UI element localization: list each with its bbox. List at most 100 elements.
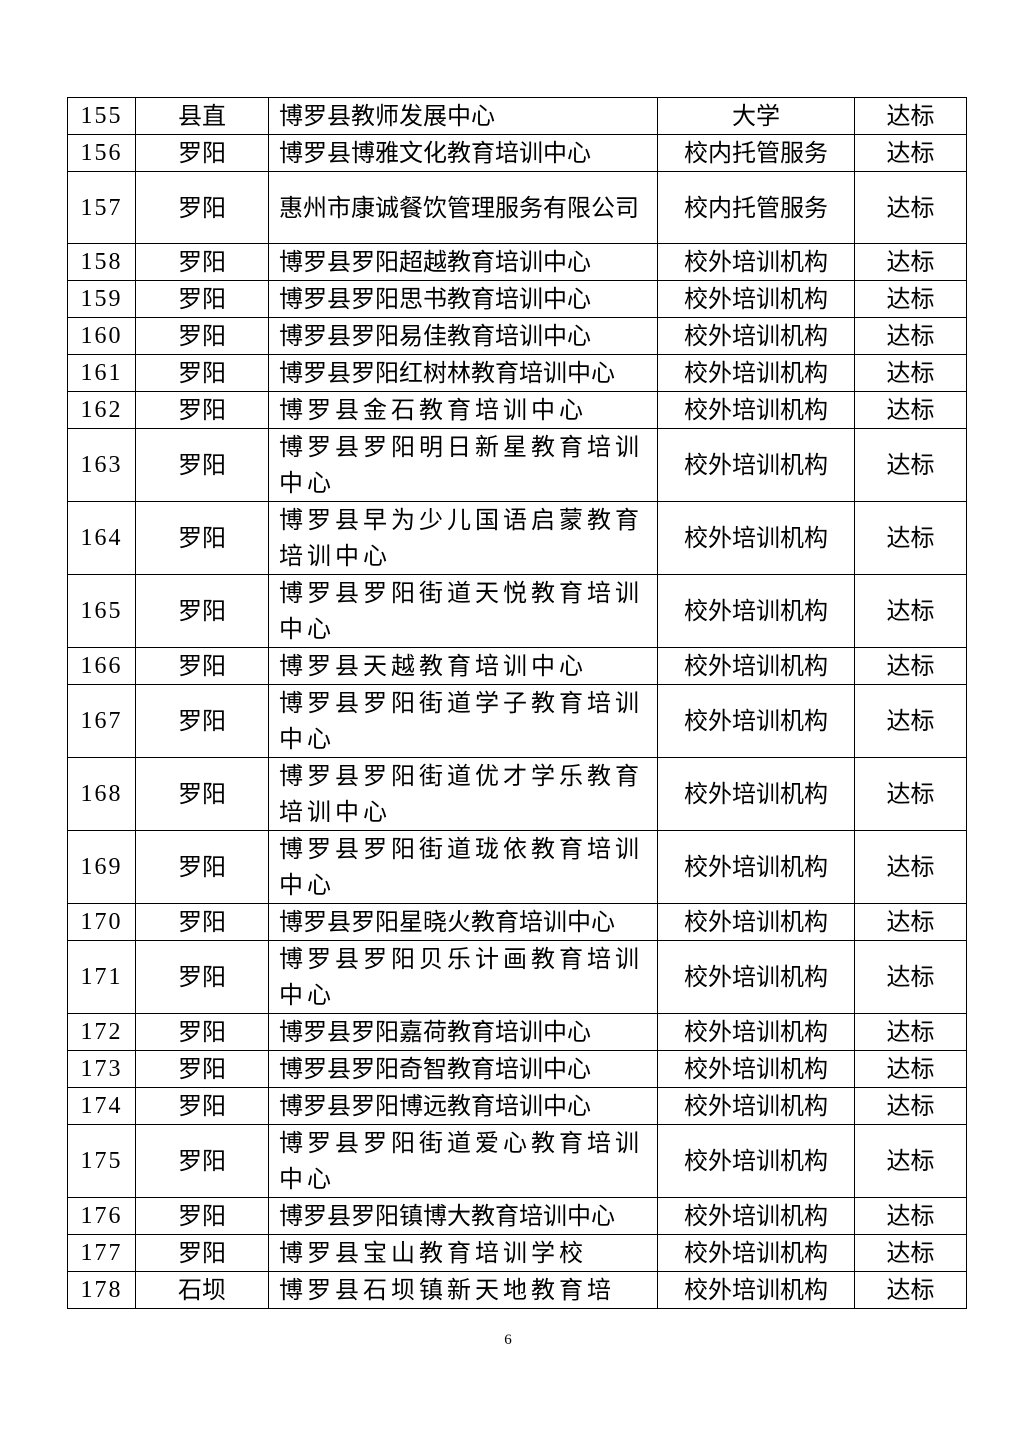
town-cell: 罗阳 [135,647,269,685]
institution-type: 校外培训机构 [657,501,855,575]
institution-type: 校外培训机构 [657,1234,855,1272]
institution-type: 校外培训机构 [657,391,855,429]
table-row: 175 罗阳 博罗县罗阳街道爱心教育培训中心 校外培训机构 达标 [67,1124,967,1198]
institution-name: 博罗县罗阳超越教育培训中心 [268,243,658,281]
institution-name: 博罗县罗阳易佳教育培训中心 [268,317,658,355]
institution-type: 校外培训机构 [657,354,855,392]
result-cell: 达标 [854,1013,967,1051]
result-cell: 达标 [854,830,967,904]
table-row: 169 罗阳 博罗县罗阳街道珑依教育培训中心 校外培训机构 达标 [67,830,967,904]
result-cell: 达标 [854,684,967,758]
institution-name: 博罗县罗阳思书教育培训中心 [268,280,658,318]
result-cell: 达标 [854,1050,967,1088]
institution-name: 博罗县罗阳街道天悦教育培训中心 [268,574,658,648]
result-cell: 达标 [854,903,967,941]
town-cell: 罗阳 [135,501,269,575]
town-cell: 罗阳 [135,1013,269,1051]
institution-table: 155 县直 博罗县教师发展中心 大学 达标 156 罗阳 博罗县博雅文化教育培训中心 校内托管… [67,97,967,1309]
institution-type: 校外培训机构 [657,574,855,648]
institution-type: 校外培训机构 [657,1087,855,1125]
institution-name: 博罗县宝山教育培训学校 [268,1234,658,1272]
institution-type: 校外培训机构 [657,940,855,1014]
institution-name: 博罗县罗阳贝乐计画教育培训中心 [268,940,658,1014]
table-row: 165 罗阳 博罗县罗阳街道天悦教育培训中心 校外培训机构 达标 [67,574,967,648]
institution-type: 校外培训机构 [657,1013,855,1051]
institution-name: 博罗县罗阳红树林教育培训中心 [268,354,658,392]
town-cell: 罗阳 [135,317,269,355]
table-row: 163 罗阳 博罗县罗阳明日新星教育培训中心 校外培训机构 达标 [67,428,967,502]
institution-name: 博罗县罗阳街道优才学乐教育培训中心 [268,757,658,831]
institution-name: 惠州市康诚餐饮管理服务有限公司 [268,171,658,244]
row-number: 178 [67,1271,136,1309]
town-cell: 石坝 [135,1271,269,1309]
row-number: 173 [67,1050,136,1088]
town-cell: 县直 [135,97,269,135]
institution-type: 校外培训机构 [657,1271,855,1309]
result-cell: 达标 [854,171,967,244]
institution-name: 博罗县石坝镇新天地教育培 [268,1271,658,1309]
town-cell: 罗阳 [135,903,269,941]
result-cell: 达标 [854,647,967,685]
result-cell: 达标 [854,428,967,502]
town-cell: 罗阳 [135,243,269,281]
row-number: 155 [67,97,136,135]
row-number: 171 [67,940,136,1014]
result-cell: 达标 [854,1234,967,1272]
town-cell: 罗阳 [135,574,269,648]
result-cell: 达标 [854,1197,967,1235]
institution-type: 校外培训机构 [657,280,855,318]
table-row: 161 罗阳 博罗县罗阳红树林教育培训中心 校外培训机构 达标 [67,354,967,392]
institution-type: 校外培训机构 [657,903,855,941]
town-cell: 罗阳 [135,428,269,502]
institution-name: 博罗县博雅文化教育培训中心 [268,134,658,172]
town-cell: 罗阳 [135,354,269,392]
result-cell: 达标 [854,1271,967,1309]
table-row: 167 罗阳 博罗县罗阳街道学子教育培训中心 校外培训机构 达标 [67,684,967,758]
result-cell: 达标 [854,501,967,575]
row-number: 167 [67,684,136,758]
result-cell: 达标 [854,1087,967,1125]
table-row: 156 罗阳 博罗县博雅文化教育培训中心 校内托管服务 达标 [67,134,967,172]
town-cell: 罗阳 [135,830,269,904]
town-cell: 罗阳 [135,171,269,244]
institution-type: 校外培训机构 [657,684,855,758]
row-number: 169 [67,830,136,904]
page-number: 6 [504,1332,512,1348]
row-number: 162 [67,391,136,429]
row-number: 174 [67,1087,136,1125]
result-cell: 达标 [854,1124,967,1198]
town-cell: 罗阳 [135,1197,269,1235]
institution-name: 博罗县罗阳街道珑依教育培训中心 [268,830,658,904]
institution-type: 校外培训机构 [657,757,855,831]
result-cell: 达标 [854,940,967,1014]
table-row: 159 罗阳 博罗县罗阳思书教育培训中心 校外培训机构 达标 [67,280,967,318]
row-number: 176 [67,1197,136,1235]
institution-type: 校内托管服务 [657,171,855,244]
institution-type: 校外培训机构 [657,317,855,355]
row-number: 163 [67,428,136,502]
table-row: 162 罗阳 博罗县金石教育培训中心 校外培训机构 达标 [67,391,967,429]
result-cell: 达标 [854,317,967,355]
row-number: 165 [67,574,136,648]
result-cell: 达标 [854,354,967,392]
table-row: 170 罗阳 博罗县罗阳星晓火教育培训中心 校外培训机构 达标 [67,903,967,941]
institution-type: 校外培训机构 [657,1050,855,1088]
institution-name: 博罗县罗阳镇博大教育培训中心 [268,1197,658,1235]
institution-name: 博罗县罗阳街道学子教育培训中心 [268,684,658,758]
table-row: 160 罗阳 博罗县罗阳易佳教育培训中心 校外培训机构 达标 [67,317,967,355]
table-row: 157 罗阳 惠州市康诚餐饮管理服务有限公司 校内托管服务 达标 [67,171,967,244]
row-number: 158 [67,243,136,281]
institution-name: 博罗县罗阳奇智教育培训中心 [268,1050,658,1088]
table-row: 172 罗阳 博罗县罗阳嘉荷教育培训中心 校外培训机构 达标 [67,1013,967,1051]
table-row: 178 石坝 博罗县石坝镇新天地教育培 校外培训机构 达标 [67,1271,967,1309]
table-body: 155 县直 博罗县教师发展中心 大学 达标 156 罗阳 博罗县博雅文化教育培训中心 校内托管… [67,97,967,1309]
town-cell: 罗阳 [135,1050,269,1088]
row-number: 170 [67,903,136,941]
institution-name: 博罗县罗阳明日新星教育培训中心 [268,428,658,502]
row-number: 172 [67,1013,136,1051]
institution-name: 博罗县天越教育培训中心 [268,647,658,685]
result-cell: 达标 [854,134,967,172]
institution-name: 博罗县教师发展中心 [268,97,658,135]
table-row: 171 罗阳 博罗县罗阳贝乐计画教育培训中心 校外培训机构 达标 [67,940,967,1014]
result-cell: 达标 [854,280,967,318]
